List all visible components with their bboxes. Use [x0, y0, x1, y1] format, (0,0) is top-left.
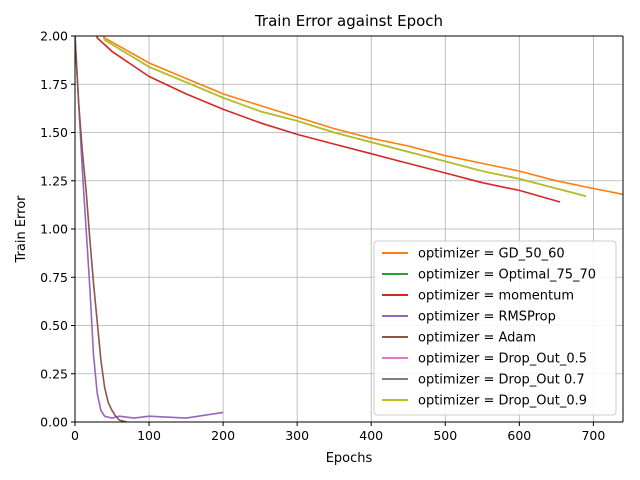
legend-label: optimizer = Drop_Out_0.5: [418, 352, 587, 367]
x-tick-label: 600: [507, 428, 531, 443]
legend-label: optimizer = momentum: [418, 289, 574, 304]
legend: optimizer = GD_50_60 optimizer = Optimal_…: [373, 240, 617, 416]
legend-label: optimizer = Optimal_75_70: [418, 268, 596, 283]
y-axis-ticks: 0.00 0.25 0.50 0.75 1.00 1.25 1.50 1.75 2.00: [40, 29, 75, 430]
chart-title: Train Error against Epoch: [254, 12, 443, 30]
y-tick-label: 0.25: [40, 366, 68, 381]
legend-label: optimizer = Drop_Out 0.7: [418, 373, 585, 388]
x-tick-label: 0: [71, 428, 79, 443]
y-tick-label: 2.00: [40, 29, 68, 44]
legend-label: optimizer = GD_50_60: [418, 247, 565, 262]
y-tick-label: 0.75: [40, 270, 68, 285]
series-line-1: [103, 36, 623, 196]
legend-label: optimizer = Adam: [418, 331, 536, 346]
x-axis-title: Epochs: [326, 451, 373, 466]
y-tick-label: 1.25: [40, 173, 68, 188]
x-axis-ticks: 0 100 200 300 400 500 600 700: [71, 422, 605, 443]
y-axis-title: Train Error: [14, 195, 29, 264]
series-lines: [75, 36, 623, 422]
series-line-4: [75, 36, 224, 419]
x-tick-label: 400: [359, 428, 383, 443]
x-tick-label: 500: [433, 428, 457, 443]
legend-label: optimizer = Drop_Out_0.9: [418, 394, 587, 409]
y-tick-label: 0.00: [40, 415, 68, 430]
x-tick-label: 100: [137, 428, 161, 443]
legend-label: optimizer = RMSProp: [418, 310, 556, 325]
legend-box: [373, 240, 617, 416]
y-tick-label: 1.00: [40, 222, 68, 237]
x-tick-label: 300: [285, 428, 309, 443]
x-tick-label: 200: [211, 428, 235, 443]
y-tick-label: 1.75: [40, 77, 68, 92]
y-tick-label: 0.50: [40, 318, 68, 333]
x-tick-label: 700: [581, 428, 605, 443]
series-line-5: [75, 36, 127, 422]
series-line-8: [102, 36, 587, 197]
y-tick-label: 1.50: [40, 125, 68, 140]
series-line-3: [96, 36, 561, 203]
